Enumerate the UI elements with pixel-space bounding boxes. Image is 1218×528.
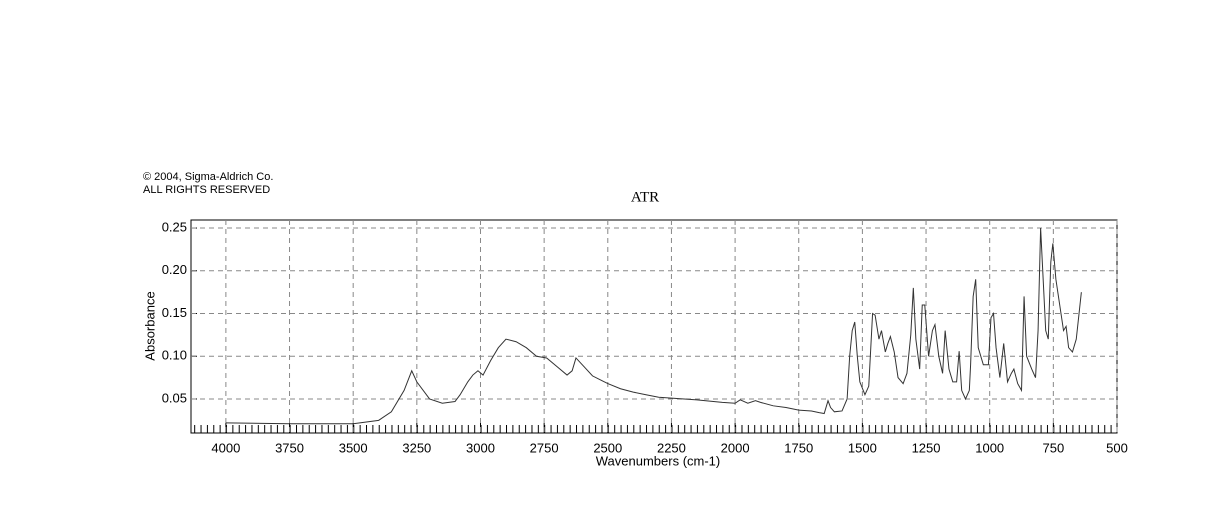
- spectrum-line: [225, 228, 1082, 425]
- y-tick-label: 0.15: [162, 305, 187, 320]
- x-tick-label: 2250: [657, 440, 686, 455]
- x-tick-label: 2500: [593, 440, 622, 455]
- x-tick-label: 3500: [339, 440, 368, 455]
- x-tick-label: 500: [1106, 440, 1128, 455]
- x-tick-label: 1000: [975, 440, 1004, 455]
- chart-title: ATR: [631, 189, 659, 205]
- copyright: © 2004, Sigma-Aldrich Co.: [143, 171, 273, 183]
- x-tick-label: 3750: [275, 440, 304, 455]
- y-axis-label: Absorbance: [142, 291, 157, 360]
- y-tick-label: 0.20: [162, 262, 187, 277]
- x-tick-label: 750: [1042, 440, 1064, 455]
- x-tick-label: 4000: [211, 440, 240, 455]
- y-tick-label: 0.05: [162, 390, 187, 405]
- copyright: ALL RIGHTS RESERVED: [143, 184, 270, 196]
- x-tick-label: 2000: [721, 440, 750, 455]
- minor-ticks: [191, 425, 1117, 433]
- x-axis-label: Wavenumbers (cm-1): [596, 453, 720, 468]
- y-tick-label: 0.25: [162, 219, 187, 234]
- plot-frame: [190, 219, 1118, 434]
- y-tick-label: 0.10: [162, 348, 187, 363]
- x-tick-label: 1500: [848, 440, 877, 455]
- x-tick-label: 2750: [530, 440, 559, 455]
- x-tick-label: 3000: [466, 440, 495, 455]
- x-tick-label: 1250: [912, 440, 941, 455]
- x-tick-label: 3250: [402, 440, 431, 455]
- x-tick-label: 1750: [784, 440, 813, 455]
